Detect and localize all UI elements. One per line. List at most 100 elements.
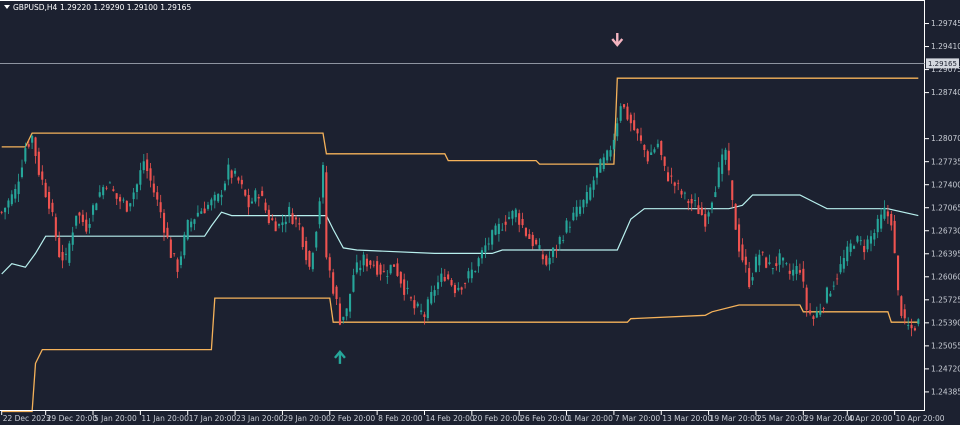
time-tick-label: 10 Apr 20:00 xyxy=(896,414,945,423)
candle-body xyxy=(552,247,555,257)
candle-body xyxy=(163,212,166,233)
candle-body xyxy=(680,190,683,195)
candle-body xyxy=(217,193,220,202)
candle-body xyxy=(562,240,565,241)
candle-body xyxy=(169,239,172,258)
ohlc-values: 1.29220 1.29290 1.29100 1.29165 xyxy=(60,3,191,12)
candle-body xyxy=(782,257,785,261)
candle-body xyxy=(832,285,835,287)
candle-body xyxy=(531,234,534,247)
candle-body xyxy=(14,189,17,199)
candle-body xyxy=(210,199,213,206)
candle-body xyxy=(504,221,507,225)
candle-body xyxy=(7,200,10,208)
candle-body xyxy=(866,239,869,250)
candle-body xyxy=(599,159,602,173)
candle-body xyxy=(558,237,561,245)
candle-body xyxy=(274,221,277,232)
candle-body xyxy=(758,254,761,266)
candle-body xyxy=(798,270,801,273)
candle-body xyxy=(572,212,575,221)
current-price-label: 1.29165 xyxy=(928,60,957,68)
candle-body xyxy=(48,192,51,209)
candle-body xyxy=(81,214,84,222)
candle-body xyxy=(443,277,446,281)
price-tick-label: 1.24385 xyxy=(931,388,960,397)
time-tick-label: 5 Jan 20:00 xyxy=(94,414,137,423)
candle-body xyxy=(254,190,257,202)
candle-body xyxy=(521,219,524,226)
candle-body xyxy=(426,299,429,318)
candle-body xyxy=(146,159,149,171)
candle-body xyxy=(602,157,605,169)
time-tick-label: 13 Mar 20:00 xyxy=(662,414,712,423)
candle-body xyxy=(61,252,64,261)
candle-body xyxy=(149,168,152,181)
candle-body xyxy=(694,200,697,201)
candle-body xyxy=(186,220,189,240)
candle-body xyxy=(382,271,385,272)
candle-body xyxy=(301,227,304,247)
candle-body xyxy=(396,263,399,276)
candle-body xyxy=(132,192,135,200)
candle-body xyxy=(528,234,531,239)
candle-body xyxy=(179,256,182,265)
candle-body xyxy=(393,264,396,267)
candle-body xyxy=(606,150,609,161)
time-tick-label: 8 Feb 20:00 xyxy=(378,414,423,423)
time-tick-label: 17 Jan 20:00 xyxy=(189,414,237,423)
time-tick-label: 14 Feb 20:00 xyxy=(425,414,474,423)
candle-body xyxy=(765,257,768,268)
candle-body xyxy=(626,106,629,120)
time-tick-label: 1 Mar 20:00 xyxy=(568,414,614,423)
time-tick-label: 29 Jan 20:00 xyxy=(283,414,331,423)
candle-body xyxy=(122,199,125,201)
candle-body xyxy=(352,275,355,292)
candle-body xyxy=(717,167,720,188)
candle-body xyxy=(349,293,352,312)
candle-body xyxy=(71,232,74,245)
candle-body xyxy=(555,249,558,251)
candle-body xyxy=(646,151,649,162)
candle-body xyxy=(24,148,27,162)
candle-body xyxy=(413,300,416,309)
candle-body xyxy=(261,190,264,196)
candle-body xyxy=(335,286,338,299)
time-tick-label: 19 Mar 20:00 xyxy=(710,414,760,423)
candle-body xyxy=(291,213,294,224)
candle-body xyxy=(115,193,118,199)
candle-body xyxy=(135,184,138,192)
candle-body xyxy=(910,324,913,329)
time-tick-label: 4 Apr 20:00 xyxy=(848,414,892,423)
signal-arrows xyxy=(334,32,624,364)
candle-body xyxy=(430,292,433,304)
candle-body xyxy=(863,246,866,253)
candle-body xyxy=(328,257,331,271)
candle-body xyxy=(311,252,314,270)
candle-body xyxy=(501,229,504,231)
candle-body xyxy=(51,202,54,213)
candle-body xyxy=(58,237,61,257)
candle-body xyxy=(819,310,822,315)
candle-body xyxy=(355,262,358,273)
candle-body xyxy=(416,303,419,307)
collapse-triangle-icon[interactable] xyxy=(4,5,10,9)
candle-body xyxy=(318,201,321,225)
candle-body xyxy=(491,230,494,245)
candle-body xyxy=(464,283,467,284)
candle-body xyxy=(853,246,856,249)
candle-body xyxy=(785,263,788,265)
candle-body xyxy=(460,287,463,290)
candle-body xyxy=(423,314,426,317)
candle-body xyxy=(484,245,487,252)
candle-body xyxy=(477,258,480,267)
candle-body xyxy=(409,297,412,299)
price-tick-label: 1.24720 xyxy=(931,364,960,373)
candle-body xyxy=(883,207,886,219)
candle-body xyxy=(365,258,368,267)
candlestick-series xyxy=(0,102,920,337)
candle-body xyxy=(721,154,724,174)
candle-body xyxy=(403,279,406,295)
